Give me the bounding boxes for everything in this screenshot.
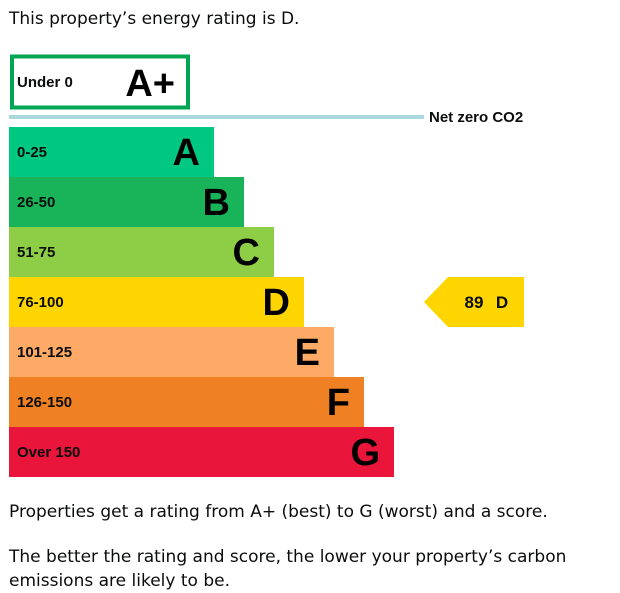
- band-d: 76-100 D: [9, 277, 304, 327]
- band-d-letter: D: [263, 282, 290, 324]
- band-a-range: 0-25: [17, 144, 47, 161]
- intro-text: This property’s energy rating is D.: [9, 9, 300, 29]
- band-g-letter: G: [350, 432, 380, 474]
- band-c-range: 51-75: [17, 244, 55, 261]
- band-d-range: 76-100: [17, 294, 64, 311]
- current-rating-letter: D: [496, 293, 508, 312]
- band-e-range: 101-125: [17, 344, 72, 361]
- band-e-bar: [9, 327, 334, 377]
- current-rating-marker: 89 D: [424, 277, 524, 327]
- band-e: 101-125 E: [9, 327, 334, 377]
- band-c-bar: [9, 227, 274, 277]
- energy-rating-chart: Under 0 A+ Net zero CO2 0-25 A26-50 B51-75…: [9, 54, 524, 477]
- band-a-plus: Under 0 A+: [10, 54, 190, 110]
- band-f: 126-150 F: [9, 377, 364, 427]
- band-a: 0-25 A: [9, 127, 214, 177]
- current-rating-score: 89: [465, 293, 484, 312]
- band-c: 51-75 C: [9, 227, 274, 277]
- band-a-letter: A: [173, 132, 200, 174]
- band-b-letter: B: [203, 182, 230, 224]
- net-zero-label: Net zero CO2: [429, 109, 523, 126]
- band-c-letter: C: [233, 232, 260, 274]
- band-e-letter: E: [295, 332, 320, 374]
- band-b-bar: [9, 177, 244, 227]
- band-a-bar: [9, 127, 214, 177]
- current-rating-arrow: [424, 277, 524, 327]
- band-f-letter: F: [327, 382, 350, 424]
- band-f-bar: [9, 377, 364, 427]
- band-g: Over 150 G: [9, 427, 394, 477]
- band-a-plus-range: Under 0: [17, 74, 73, 91]
- band-f-range: 126-150: [17, 394, 72, 411]
- band-a-plus-box: [10, 54, 190, 110]
- band-b-range: 26-50: [17, 194, 55, 211]
- band-a-plus-letter: A+: [125, 63, 175, 105]
- band-d-bar: [9, 277, 304, 327]
- band-g-range: Over 150: [17, 444, 80, 461]
- band-g-bar: [9, 427, 394, 477]
- band-b: 26-50 B: [9, 177, 244, 227]
- emissions-explanation: The better the rating and score, the low…: [9, 547, 567, 591]
- rating-explanation: Properties get a rating from A+ (best) t…: [9, 502, 548, 522]
